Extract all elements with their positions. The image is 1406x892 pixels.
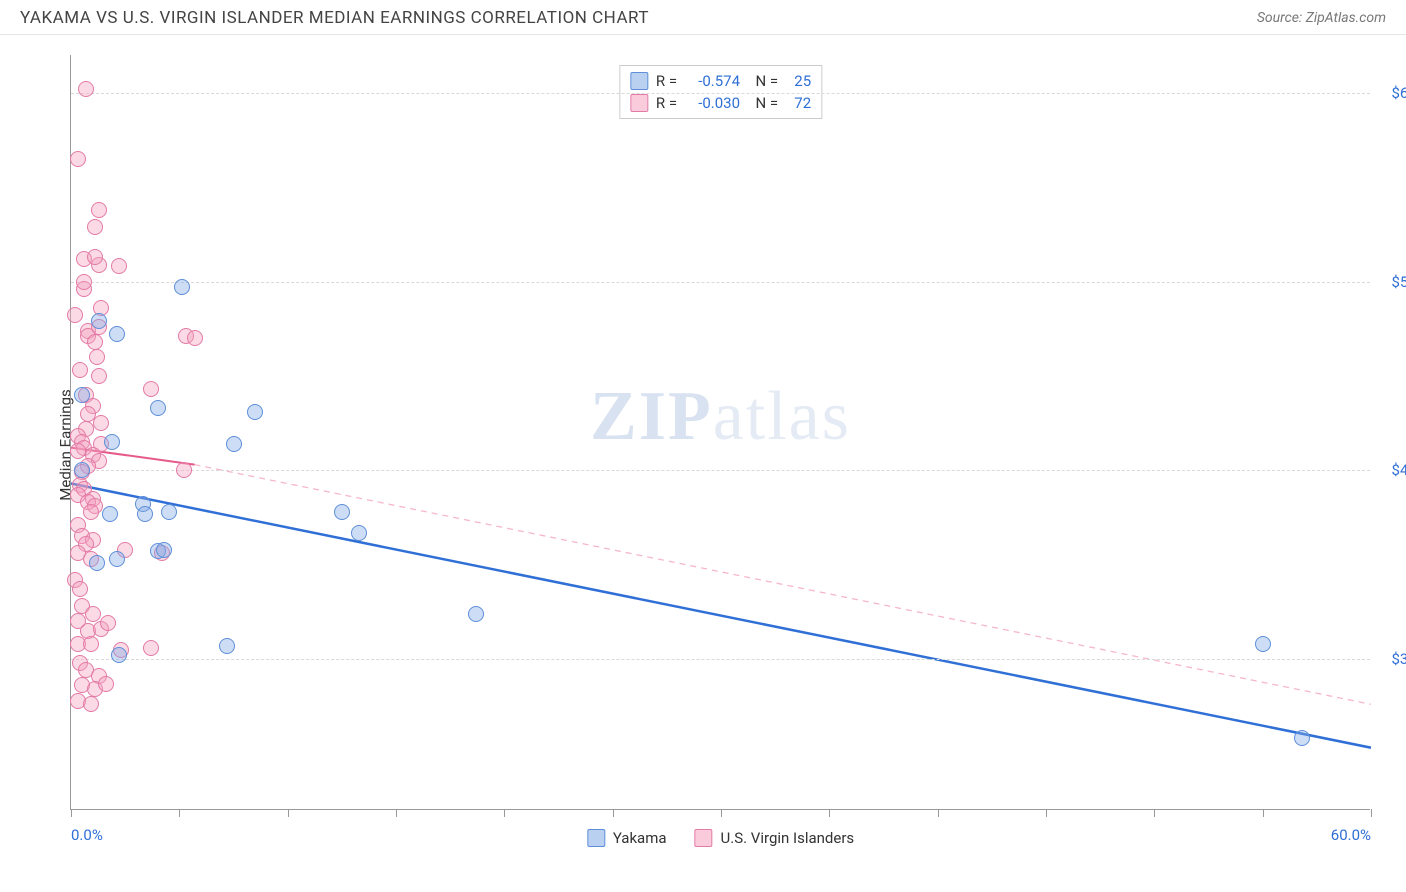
pink-point xyxy=(83,636,99,652)
x-tick xyxy=(71,809,72,817)
blue-point xyxy=(89,555,105,571)
pink-point xyxy=(85,606,101,622)
blue-point xyxy=(226,436,242,452)
trend-line xyxy=(195,465,1372,705)
pink-point xyxy=(70,151,86,167)
pink-point xyxy=(143,381,159,397)
y-tick-label: $30,000 xyxy=(1380,650,1406,668)
pink-swatch-icon xyxy=(695,829,713,847)
pink-point xyxy=(72,581,88,597)
gridline xyxy=(71,470,1370,471)
x-tick-label: 60.0% xyxy=(1331,826,1371,844)
blue-point xyxy=(351,525,367,541)
blue-point xyxy=(156,542,172,558)
y-tick-label: $60,000 xyxy=(1380,84,1406,102)
blue-point xyxy=(161,504,177,520)
legend-item-yakama: Yakama xyxy=(587,829,667,847)
pink-point xyxy=(98,676,114,692)
legend-bottom: Yakama U.S. Virgin Islanders xyxy=(587,829,854,847)
y-tick-label: $40,000 xyxy=(1380,461,1406,479)
x-tick xyxy=(1371,809,1372,817)
x-tick xyxy=(179,809,180,817)
pink-point xyxy=(87,249,103,265)
blue-point xyxy=(137,506,153,522)
stats-row-blue: R = -0.574 N = 25 xyxy=(630,70,811,92)
blue-swatch-icon xyxy=(587,829,605,847)
x-tick xyxy=(396,809,397,817)
gridline xyxy=(71,93,1370,94)
blue-point xyxy=(1294,730,1310,746)
watermark: ZIPatlas xyxy=(590,377,851,457)
chart-title: YAKAMA VS U.S. VIRGIN ISLANDER MEDIAN EA… xyxy=(20,8,649,28)
x-tick xyxy=(288,809,289,817)
gridline xyxy=(71,282,1370,283)
blue-point xyxy=(111,647,127,663)
blue-point xyxy=(104,434,120,450)
pink-point xyxy=(176,462,192,478)
x-tick xyxy=(1263,809,1264,817)
pink-point xyxy=(72,362,88,378)
pink-point xyxy=(87,219,103,235)
stats-row-pink: R = -0.030 N = 72 xyxy=(630,92,811,114)
gridline xyxy=(71,659,1370,660)
pink-point xyxy=(143,640,159,656)
pink-swatch-icon xyxy=(630,94,648,112)
pink-point xyxy=(87,334,103,350)
x-tick xyxy=(721,809,722,817)
pink-point xyxy=(70,443,86,459)
blue-point xyxy=(219,638,235,654)
pink-point xyxy=(111,258,127,274)
blue-point xyxy=(334,504,350,520)
plot-area: ZIPatlas R = -0.574 N = 25 R = -0.030 N … xyxy=(70,55,1370,810)
chart-header: YAKAMA VS U.S. VIRGIN ISLANDER MEDIAN EA… xyxy=(0,0,1406,35)
pink-point xyxy=(89,349,105,365)
pink-point xyxy=(76,274,92,290)
x-tick xyxy=(1046,809,1047,817)
x-tick xyxy=(1154,809,1155,817)
blue-point xyxy=(468,606,484,622)
chart-container: Median Earnings ZIPatlas R = -0.574 N = … xyxy=(20,50,1386,840)
blue-point xyxy=(109,326,125,342)
blue-point xyxy=(91,313,107,329)
blue-point xyxy=(150,400,166,416)
blue-point xyxy=(74,387,90,403)
blue-point xyxy=(1255,636,1271,652)
x-tick xyxy=(613,809,614,817)
x-tick-label: 0.0% xyxy=(71,826,103,844)
pink-point xyxy=(78,81,94,97)
pink-point xyxy=(67,307,83,323)
blue-point xyxy=(247,404,263,420)
pink-point xyxy=(83,696,99,712)
y-tick-label: $50,000 xyxy=(1380,273,1406,291)
x-tick xyxy=(829,809,830,817)
pink-point xyxy=(100,615,116,631)
x-tick xyxy=(938,809,939,817)
blue-swatch-icon xyxy=(630,72,648,90)
pink-point xyxy=(187,330,203,346)
blue-point xyxy=(109,551,125,567)
blue-point xyxy=(102,506,118,522)
trend-lines xyxy=(71,55,1371,810)
trend-line xyxy=(71,483,1371,747)
chart-source: Source: ZipAtlas.com xyxy=(1257,10,1386,26)
pink-point xyxy=(93,415,109,431)
pink-point xyxy=(91,368,107,384)
legend-item-usvi: U.S. Virgin Islanders xyxy=(695,829,855,847)
pink-point xyxy=(83,504,99,520)
pink-point xyxy=(91,202,107,218)
x-tick xyxy=(504,809,505,817)
blue-point xyxy=(74,462,90,478)
blue-point xyxy=(174,279,190,295)
